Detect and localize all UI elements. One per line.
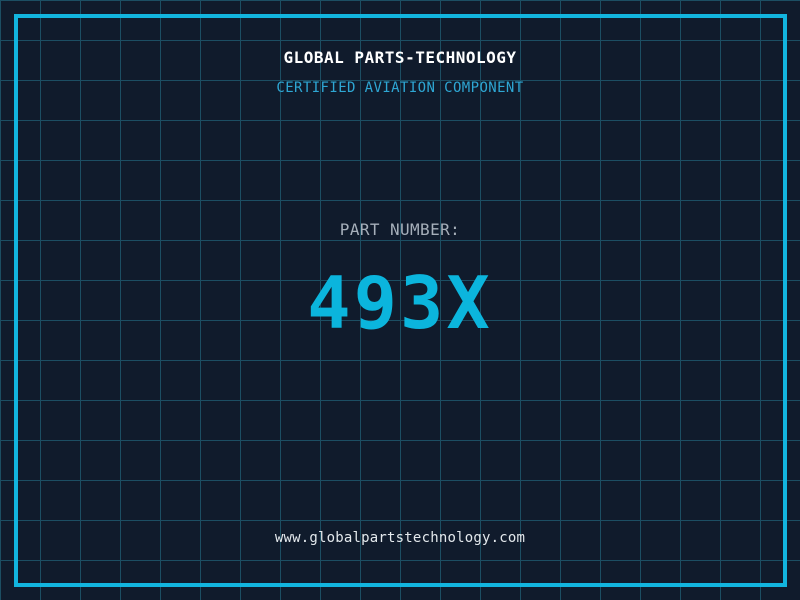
part-number-value: 493X <box>307 261 493 345</box>
part-number-label: PART NUMBER: <box>339 220 461 239</box>
page-subtitle: CERTIFIED AVIATION COMPONENT <box>276 80 524 96</box>
frame-border <box>14 14 787 587</box>
website-url: www.globalpartstechnology.com <box>274 530 526 546</box>
page-title: GLOBAL PARTS-TECHNOLOGY <box>283 48 517 67</box>
